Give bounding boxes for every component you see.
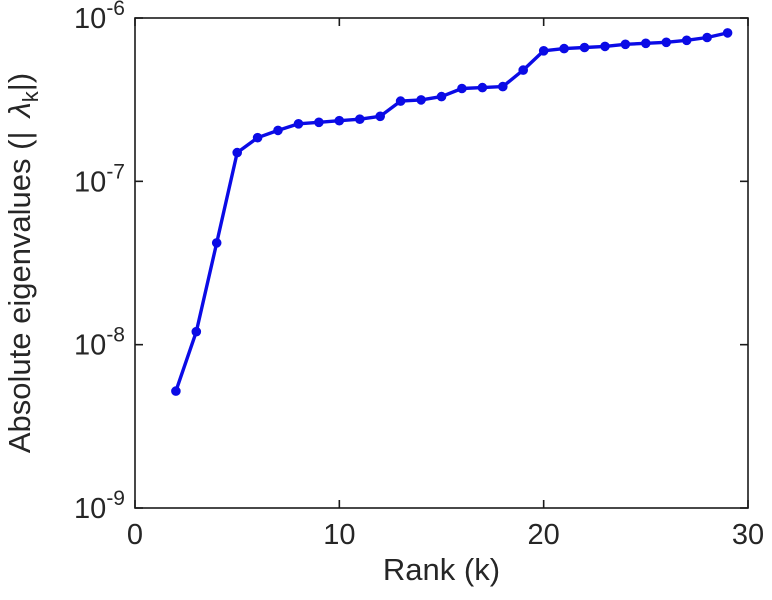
- data-point-marker: [641, 38, 651, 49]
- data-point-marker: [702, 32, 712, 43]
- data-point-marker: [518, 65, 529, 75]
- y-axis-tick-label: 10-9: [74, 487, 125, 525]
- data-point-marker: [395, 96, 406, 106]
- x-axis-label: Rank (k): [383, 552, 500, 587]
- data-point-marker: [538, 46, 549, 56]
- data-point-marker: [375, 111, 386, 122]
- eigenvalue-line: [174, 31, 730, 393]
- data-point-marker: [579, 42, 590, 53]
- x-axis-tick-label: 0: [127, 519, 143, 551]
- data-point-marker: [436, 91, 447, 102]
- y-axis-tick-label: 10-6: [74, 0, 125, 35]
- data-point-marker: [334, 115, 345, 126]
- data-point-marker: [661, 37, 672, 48]
- data-point-marker: [314, 117, 324, 128]
- y-axis-label: Absolute eigenvalues (|λk|): [2, 73, 43, 453]
- data-point-marker: [722, 28, 733, 38]
- data-point-marker: [498, 81, 508, 92]
- data-point-marker: [191, 326, 202, 337]
- data-point-marker: [416, 95, 426, 105]
- data-point-marker: [293, 119, 304, 129]
- data-point-marker: [355, 114, 365, 124]
- data-point-marker: [559, 43, 569, 54]
- data-point-marker: [232, 147, 242, 158]
- data-point-marker: [477, 82, 488, 93]
- y-axis-tick-label: 10-7: [74, 160, 125, 198]
- x-axis-tick-label: 30: [732, 519, 764, 551]
- data-point-marker: [273, 125, 283, 136]
- data-point-marker: [171, 386, 181, 396]
- plot-box: [134, 17, 749, 509]
- x-axis-tick-label: 10: [323, 519, 355, 551]
- data-point-marker: [457, 83, 467, 94]
- data-point-marker: [600, 41, 610, 52]
- y-axis-tick-label: 10-8: [74, 324, 125, 362]
- data-point-marker: [681, 35, 692, 46]
- data-point-marker: [211, 238, 222, 248]
- data-point-marker: [252, 132, 263, 143]
- x-axis-tick-label: 20: [528, 519, 560, 551]
- data-point-marker: [620, 39, 631, 50]
